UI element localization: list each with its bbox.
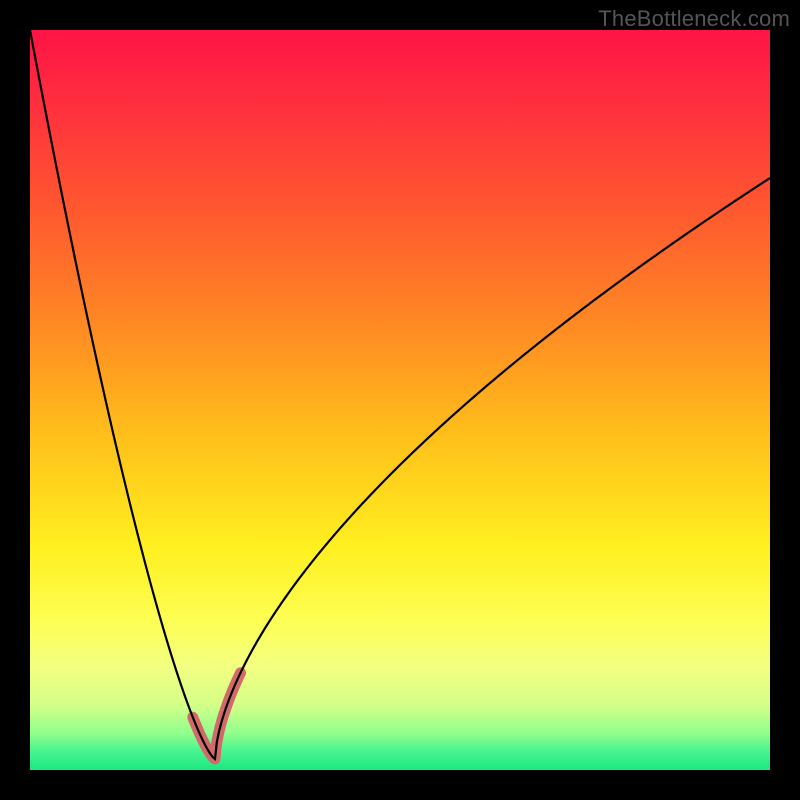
bottleneck-curve-chart	[0, 0, 800, 800]
watermark-text: TheBottleneck.com	[598, 6, 790, 32]
plot-background	[30, 30, 770, 770]
chart-stage: TheBottleneck.com	[0, 0, 800, 800]
